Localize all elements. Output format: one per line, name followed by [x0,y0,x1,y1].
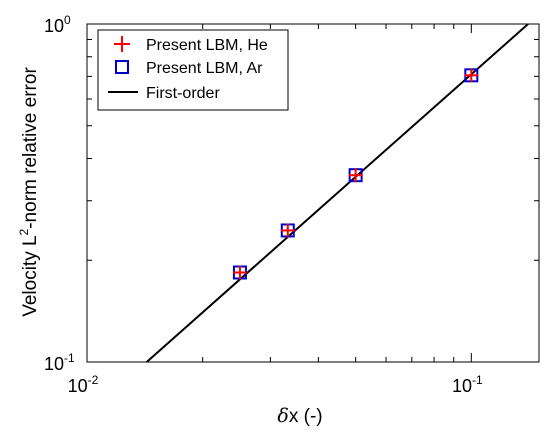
x-axis-label: δx (-) [277,405,322,427]
x-tick-label-base: 10 [452,376,472,396]
y-axis-label-post: -norm relative error [20,67,41,229]
y-tick-label-base: 10 [44,354,64,374]
y-tick-label-base: 10 [44,16,64,36]
y-axis-label-pre: Velocity L [20,235,41,316]
x-tick-label: 10-1 [452,373,483,396]
x-tick-label-exp: -1 [472,373,483,387]
plus-marker [280,223,295,238]
markers-plus [232,68,479,280]
plot-area [86,23,540,363]
data-series [146,24,529,362]
y-tick-label-exp: 0 [64,13,71,27]
plus-marker [232,265,247,280]
plus-marker [464,68,479,83]
y-axis-label-sup: 2 [17,228,31,235]
y-tick-label: 10-1 [44,351,75,374]
legend-label-he: Present LBM, He [146,37,268,54]
plot-frame [86,23,540,363]
legend-entry-he: Present LBM, He [114,36,268,54]
legend: Present LBM, He Present LBM, Ar First-or… [97,29,289,111]
legend-label-ar: Present LBM, Ar [146,60,263,77]
legend-marker-plus [114,36,130,52]
y-tick-label: 100 [44,13,71,36]
x-tick-label-exp: -2 [88,373,99,387]
x-axis-label-rest: x (-) [289,406,323,427]
x-axis-label-greek: δ [277,405,288,427]
x-tick-label-base: 10 [68,376,88,396]
legend-entry-ar: Present LBM, Ar [115,60,263,77]
legend-marker-square [115,60,129,74]
y-tick-label-exp: -1 [64,351,75,365]
x-tick-label: 10-2 [68,373,99,396]
legend-label-first-order: First-order [146,85,220,102]
axis-ticks [86,23,539,363]
plus-marker [348,168,363,183]
legend-entry-first-order: First-order [108,85,220,102]
y-axis-label: Velocity L2-norm relative error [17,67,41,317]
